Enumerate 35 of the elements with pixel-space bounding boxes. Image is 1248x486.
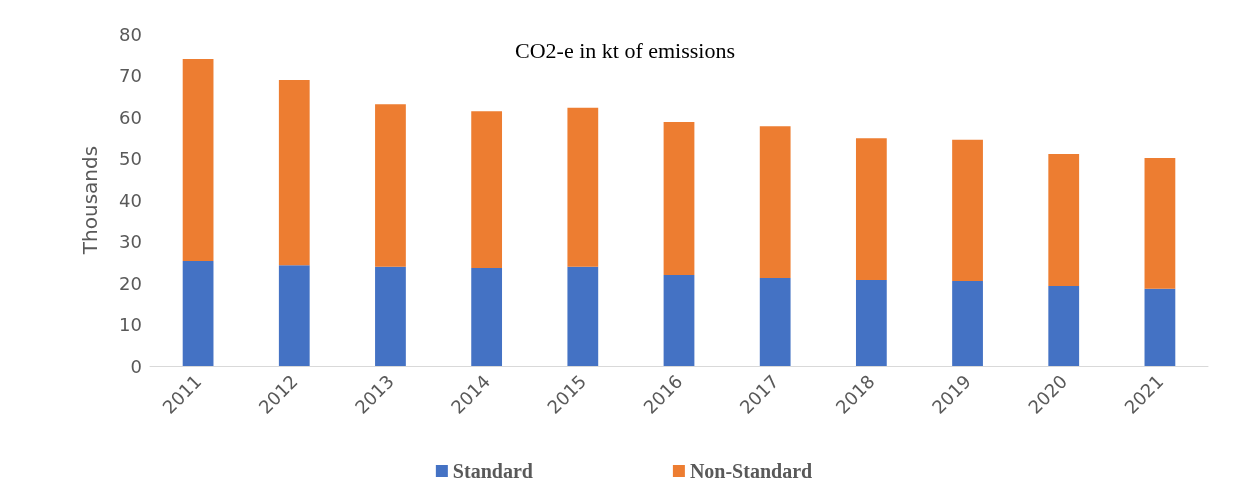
bar: [663, 121, 695, 276]
y-tick-label: 80: [119, 23, 142, 45]
bar: [278, 80, 310, 266]
y-axis-title: Thousands: [78, 145, 102, 256]
bar: [471, 111, 503, 269]
y-tick-label: 60: [119, 106, 142, 128]
bar: [567, 266, 599, 366]
bar: [1144, 288, 1176, 366]
y-tick-label: 10: [119, 314, 142, 335]
bar: [855, 280, 887, 366]
bar: [1144, 158, 1176, 289]
legend-label: Non-Standard: [689, 460, 813, 482]
bar: [471, 268, 503, 366]
bar: [375, 104, 406, 267]
y-tick-label: 30: [119, 231, 142, 252]
legend-label: Standard: [452, 460, 533, 482]
bar: [1048, 285, 1080, 366]
y-tick-label: 0: [130, 355, 142, 377]
bar: [567, 107, 599, 267]
bar: [278, 265, 310, 366]
bar: [759, 278, 791, 366]
bar: [663, 275, 695, 366]
y-tick-label: 20: [119, 272, 142, 294]
y-tick-label: 50: [119, 148, 142, 169]
bar: [375, 266, 406, 366]
y-tick-label: 40: [119, 189, 142, 211]
bar: [952, 280, 983, 366]
bar: [182, 58, 214, 262]
bar: [952, 139, 983, 281]
y-tick-label: 70: [119, 65, 142, 86]
bar: [182, 261, 214, 366]
bar: [1048, 153, 1080, 286]
bar: [759, 126, 791, 279]
chart-title: CO2-e in kt of emissions: [515, 37, 735, 63]
bar: [855, 138, 887, 281]
